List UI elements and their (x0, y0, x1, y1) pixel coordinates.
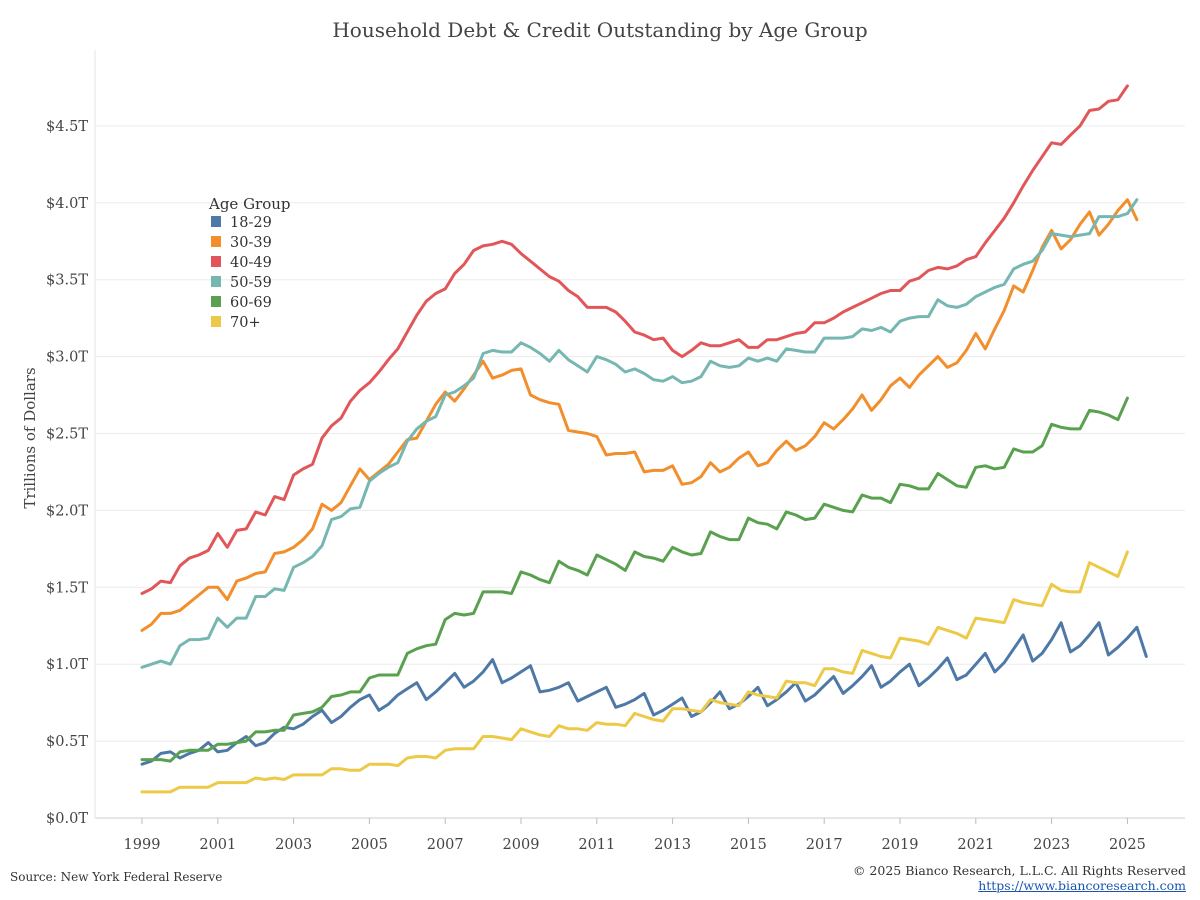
legend: Age Group 18-29 30-39 40-49 50-59 60-69 70+ (208, 195, 291, 331)
x-tick-label: 2013 (654, 837, 691, 853)
y-tick-label: $2.5T (46, 427, 88, 443)
x-tick-label: 2021 (957, 837, 994, 853)
y-tick-label: $1.0T (46, 657, 88, 673)
y-tick-label: $4.5T (46, 119, 88, 135)
x-tick-label: 2007 (427, 837, 464, 853)
x-tick-label: 2023 (1033, 837, 1070, 853)
series-line-40-49 (140, 84, 1129, 595)
copyright-text: © 2025 Bianco Research, L.L.C. All Right… (852, 863, 1186, 878)
legend-title: Age Group (208, 195, 291, 213)
y-tick-label: $0.0T (46, 811, 88, 827)
x-tick-label: 2009 (503, 837, 540, 853)
y-tick-label: $2.0T (46, 503, 88, 519)
y-tick-label: $1.5T (46, 580, 88, 596)
legend-swatch-30-39 (211, 236, 221, 247)
legend-swatch-18-29 (211, 216, 221, 227)
axes: $0.0T $0.5T $1.0T $1.5T $2.0T $2.5T $3.0T $3.5T… (46, 50, 1146, 853)
legend-label-40-49: 40-49 (230, 255, 272, 271)
series-line-30-39 (140, 198, 1139, 632)
gridlines (95, 125, 1185, 819)
y-tick-label: $4.0T (46, 196, 88, 212)
x-tick-label: 2003 (275, 837, 312, 853)
y-tick-label: $0.5T (46, 734, 88, 750)
series-line-70+ (140, 550, 1129, 794)
x-tick-label: 1999 (124, 837, 161, 853)
legend-swatch-40-49 (211, 256, 221, 267)
legend-swatch-70+ (211, 316, 221, 327)
x-tick-label: 2011 (578, 837, 615, 853)
legend-swatch-50-59 (211, 276, 221, 287)
x-tick-label: 2001 (199, 837, 236, 853)
y-tick-label: $3.0T (46, 350, 88, 366)
x-tick-label: 2015 (730, 837, 767, 853)
x-tick-label: 2005 (351, 837, 388, 853)
series-line-50-59 (140, 198, 1139, 669)
legend-label-70+: 70+ (230, 315, 261, 331)
legend-label-50-59: 50-59 (230, 275, 272, 291)
legend-label-60-69: 60-69 (230, 295, 272, 311)
series-lines (140, 84, 1148, 794)
y-tick-label: $3.5T (46, 273, 88, 289)
x-tick-label: 2019 (882, 837, 919, 853)
x-tick-label: 2025 (1109, 837, 1146, 853)
website-link[interactable]: https://www.biancoresearch.com (978, 878, 1186, 893)
chart-title: Household Debt & Credit Outstanding by A… (332, 18, 867, 42)
legend-label-30-39: 30-39 (230, 235, 272, 251)
y-axis-title: Trillions of Dollars (21, 367, 39, 508)
series-line-60-69 (140, 396, 1129, 763)
legend-swatch-60-69 (211, 296, 221, 307)
x-tick-label: 2017 (806, 837, 843, 853)
legend-label-18-29: 18-29 (230, 215, 272, 231)
series-line-18-29 (140, 621, 1148, 766)
footer-credits: © 2025 Bianco Research, L.L.C. All Right… (853, 863, 1186, 893)
source-note: Source: New York Federal Reserve (10, 870, 223, 884)
